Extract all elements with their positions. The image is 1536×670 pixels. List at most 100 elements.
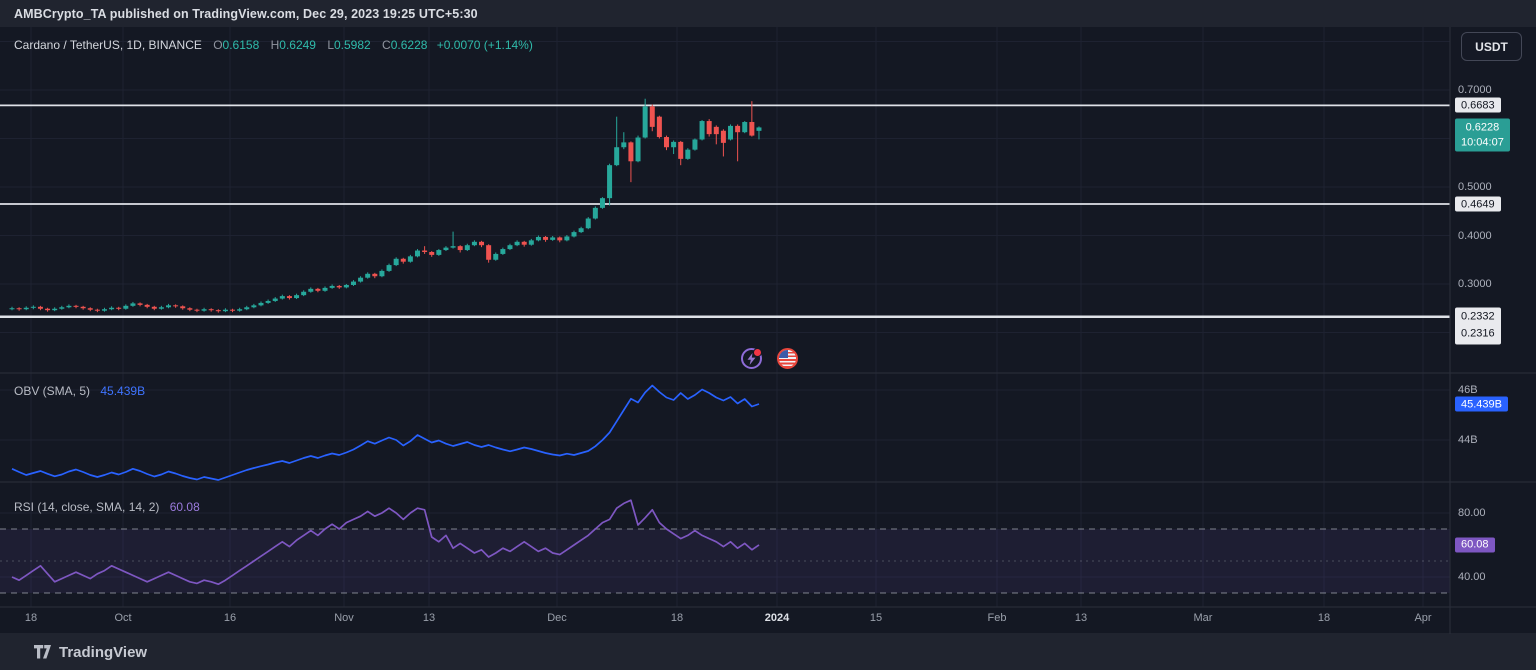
candle-body [286,296,292,299]
candle-body [294,295,300,299]
last-price-value: 0.6228 [1465,121,1500,134]
candle-body [656,116,662,138]
us-flag-canton [779,350,788,358]
tradingview-logo-icon [34,645,51,659]
ohlc-close-value: 0.6228 [390,38,428,52]
candle-body [52,308,58,311]
candle-body [749,122,755,136]
candle-body [66,305,72,308]
candle-body [158,307,164,309]
candle-body [450,246,456,248]
publish-bar-text: AMBCrypto_TA published on TradingView.co… [14,6,478,21]
candle-body [678,141,684,159]
time-tick-label: Feb [987,612,1007,624]
candle-body [500,249,506,254]
symbol-legend: Cardano / TetherUS, 1D, BINANCE O0.6158 … [14,38,533,52]
candle-body [642,106,648,138]
ohlc-high-value: 0.6249 [279,38,316,52]
candle-body [87,308,93,310]
candle-body [130,303,136,306]
tradingview-logo[interactable]: TradingView [34,644,147,661]
rsi-label[interactable]: RSI (14, close, SMA, 14, 2) [14,500,160,514]
price-axis-label: 0.4000 [1458,229,1492,242]
candle-body [272,298,278,301]
candle-body [685,149,691,159]
candle-body [116,307,122,309]
candle-body [628,142,634,162]
time-tick-label: 18 [1317,612,1331,624]
price-line-badge: 0.6683 [1455,97,1501,113]
event-notification-dot [753,348,762,357]
rsi-line [11,499,760,586]
candle-body [692,139,698,150]
candle-body [329,285,335,288]
candle-body [507,245,513,250]
candle-body [429,251,435,255]
candle-body [592,207,598,219]
candle-body [742,122,748,133]
price-axis-label: 0.7000 [1458,84,1492,96]
price-axis-label: 0.3000 [1458,278,1492,290]
candle-body [237,309,243,311]
symbol-title[interactable]: Cardano / TetherUS, 1D, BINANCE [14,38,202,52]
countdown-timer: 10:04:07 [1461,136,1504,149]
obv-axis-label: 44B [1458,434,1478,446]
candle-body [728,125,734,140]
candle-body [315,288,321,291]
candle-body [493,253,499,260]
candle-body [166,305,172,308]
currency-toggle-button[interactable]: USDT [1461,32,1522,61]
candle-body [414,250,420,257]
candle-body [422,250,428,252]
candle-body [9,308,15,310]
rsi-axis-label: 80.00 [1458,507,1486,519]
obv-axis-label: 46B [1458,384,1478,396]
candle-body [379,270,385,277]
candle-body [464,245,470,251]
time-tick-label: 18 [24,612,38,624]
candle-body [208,309,214,311]
candle-body [514,241,520,246]
candle-body [386,265,392,271]
candle-body [486,245,492,260]
candle-body [180,306,186,309]
bottom-bar: TradingView [0,634,1536,670]
rsi-value-badge: 60.08 [1455,537,1495,553]
economic-event-bolt-icon[interactable] [741,348,762,369]
price-line-value: 0.2316 [1461,327,1495,340]
candle-body [230,309,236,311]
candle-body [621,142,627,148]
candle-body [706,121,712,135]
candle-body [45,308,51,311]
candle-body [94,309,100,311]
candle-body [457,246,463,251]
candle-body [109,307,115,310]
candle-body [187,308,193,310]
time-tick-label: 15 [869,612,883,624]
candle-body [144,304,150,307]
candle-body [436,250,442,255]
candle-body [16,308,22,310]
candle-body [101,309,107,311]
candle-body [713,126,719,135]
publish-bar: AMBCrypto_TA published on TradingView.co… [0,0,1536,27]
candle-body [535,236,541,241]
lightning-bolt-icon [747,352,756,365]
candle-body [521,241,527,245]
candle-body [350,281,356,285]
candle-body [528,240,534,245]
candle-body [720,130,726,143]
candle-body [557,237,563,241]
candle-body [336,285,342,288]
economic-event-us-flag-icon[interactable] [777,348,798,369]
candle-body [343,284,349,288]
ohlc-close-label: C [382,38,391,52]
time-tick-label: 13 [422,612,436,624]
time-tick-label: 13 [1074,612,1088,624]
candle-body [279,296,285,299]
candle-body [215,310,221,312]
obv-label[interactable]: OBV (SMA, 5) [14,384,91,398]
candle-body [543,236,549,240]
time-tick-label: 18 [670,612,684,624]
